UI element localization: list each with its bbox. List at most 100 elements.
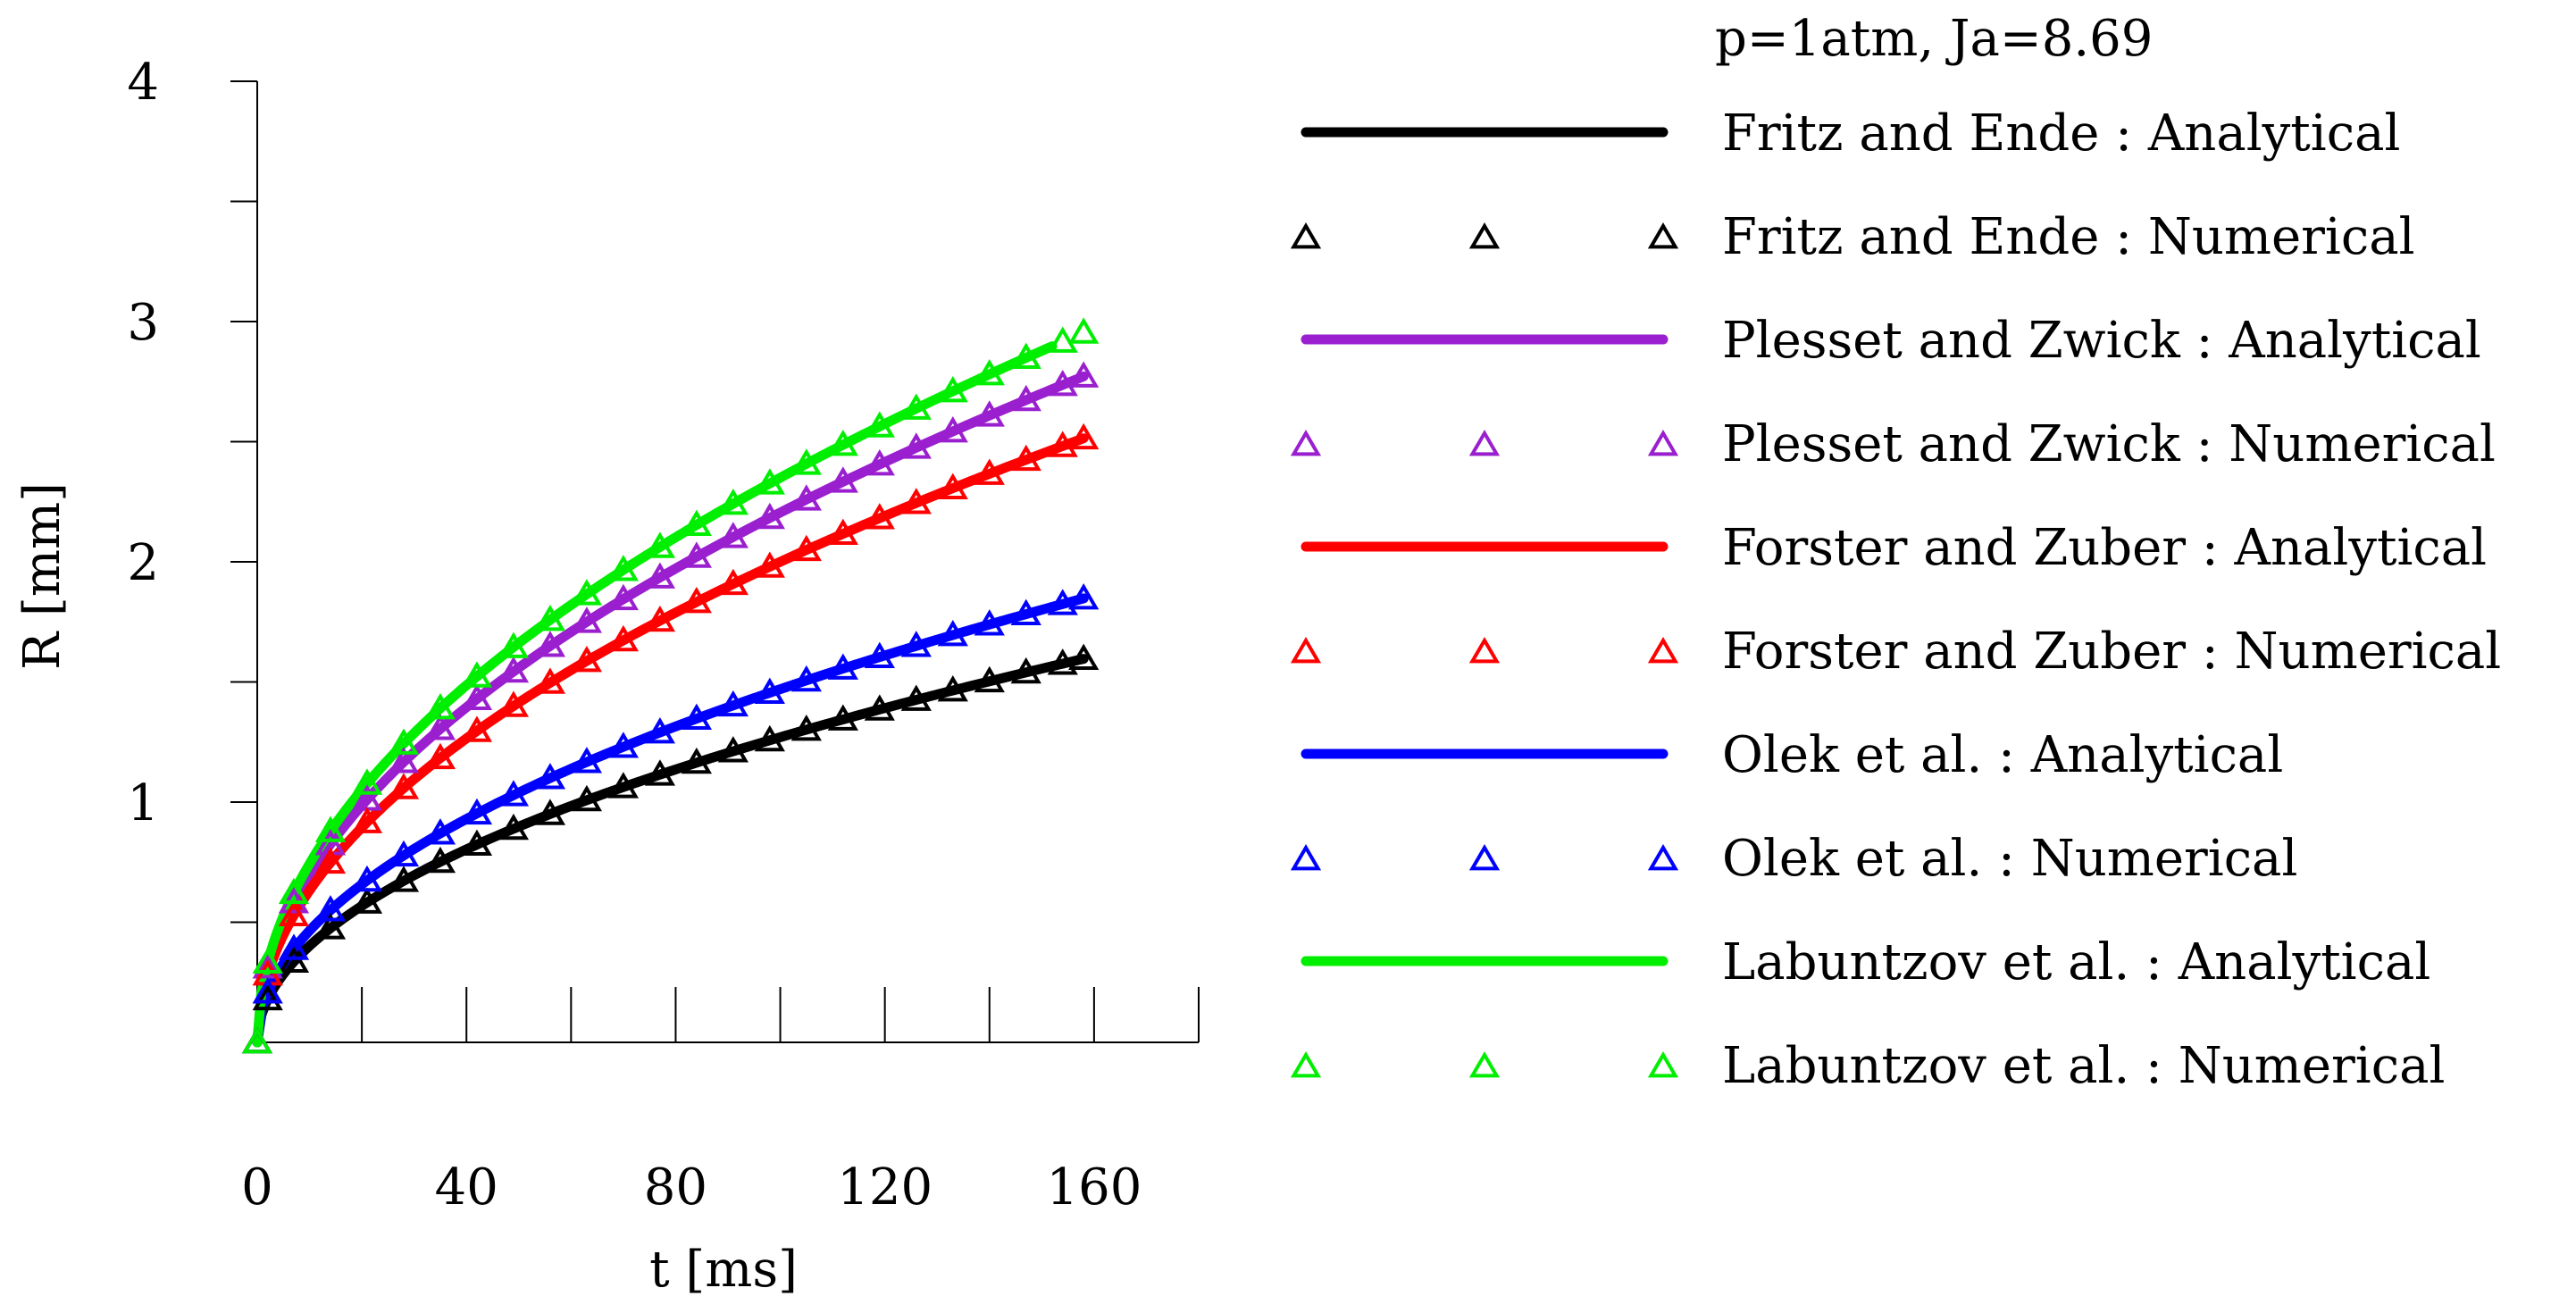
y-tick-label: 3 (127, 294, 159, 352)
data-point (644, 531, 676, 558)
data-point (681, 509, 712, 537)
data-point (351, 768, 383, 795)
data-point (1010, 656, 1041, 684)
data-point (571, 646, 603, 673)
chart-title: p=1atm, Ja=8.69 (1715, 10, 2153, 68)
data-point (900, 488, 932, 514)
legend-marker-swatch (1468, 637, 1501, 664)
data-point (937, 619, 968, 647)
data-point (388, 866, 420, 892)
data-point (461, 798, 493, 825)
data-point (974, 609, 1005, 636)
y-tick-label: 4 (127, 54, 159, 112)
data-point (827, 653, 858, 680)
data-point (314, 847, 347, 874)
legend-label: Forster and Zuber : Analytical (1722, 519, 2487, 577)
legend-entry: Labuntzov et al. : Analytical (1301, 933, 2430, 991)
data-point (314, 895, 347, 922)
data-point (498, 690, 530, 717)
data-point (864, 411, 895, 438)
data-point (571, 784, 603, 812)
data-point (571, 606, 603, 633)
data-point (534, 763, 566, 790)
data-point (252, 952, 283, 979)
data-point (607, 772, 640, 799)
legend-marker-swatch (1647, 1051, 1679, 1078)
data-point (278, 877, 310, 905)
data-point (498, 656, 530, 683)
data-point (644, 605, 676, 632)
data-point (534, 667, 566, 694)
data-point (424, 714, 456, 740)
data-point (1010, 342, 1041, 369)
data-point (717, 690, 749, 717)
data-point (900, 684, 932, 711)
data-point (937, 415, 968, 443)
data-point (1047, 326, 1078, 353)
data-point (461, 829, 493, 856)
data-point (864, 503, 895, 530)
data-point (351, 865, 383, 892)
data-point (827, 466, 858, 493)
data-point (534, 604, 566, 631)
data-point (900, 432, 932, 459)
legend-entry: Labuntzov et al. : Numerical (1290, 1037, 2445, 1095)
data-point (790, 714, 822, 741)
series-line (252, 654, 1089, 1048)
data-point (754, 468, 785, 495)
data-point (461, 683, 493, 710)
legend-label: Fritz and Ende : Analytical (1722, 105, 2400, 163)
data-point (388, 728, 420, 755)
legend-entry: Plesset and Zwick : Analytical (1301, 312, 2481, 370)
data-point (498, 813, 530, 840)
x-tick-label: 40 (435, 1158, 498, 1217)
data-point (424, 742, 456, 770)
legend-marker-swatch (1468, 844, 1501, 871)
legend-marker-swatch (1647, 430, 1679, 456)
legend-entry: Olek et al. : Numerical (1290, 830, 2297, 888)
data-point (1047, 589, 1078, 615)
legend: Fritz and Ende : Analytical Fritz and End… (1290, 105, 2501, 1095)
data-point (900, 393, 932, 420)
data-point (461, 661, 493, 688)
legend-label: Forster and Zuber : Numerical (1722, 623, 2501, 681)
data-point (681, 586, 712, 614)
data-point (864, 448, 895, 476)
legend-label: Labuntzov et al. : Numerical (1722, 1037, 2445, 1095)
data-point (937, 375, 968, 403)
data-point (571, 579, 603, 606)
data-point (1010, 598, 1041, 625)
legend-label: Labuntzov et al. : Analytical (1722, 933, 2430, 991)
data-point (498, 780, 530, 807)
data-point (607, 732, 640, 758)
data-point (607, 583, 640, 611)
data-point (278, 946, 310, 974)
legend-entry: Olek et al. : Analytical (1301, 726, 2283, 784)
data-point (900, 631, 932, 657)
x-axis-label: t [ms] (649, 1241, 798, 1299)
data-point (827, 518, 858, 546)
data-point (351, 807, 383, 833)
data-point (388, 773, 420, 799)
data-point (937, 473, 968, 499)
data-point (1068, 422, 1100, 450)
data-point (252, 977, 283, 1004)
data-point (790, 484, 822, 511)
legend-marker-swatch (1468, 222, 1501, 249)
data-point (644, 759, 676, 786)
data-point (754, 551, 785, 578)
legend-marker-swatch (1290, 637, 1322, 664)
data-point (314, 913, 347, 940)
data-point (1068, 317, 1100, 344)
data-point (1068, 643, 1100, 670)
x-tick-label: 120 (837, 1158, 933, 1217)
x-tick-label: 80 (644, 1158, 707, 1217)
data-point (1047, 431, 1078, 457)
data-point (1047, 369, 1078, 397)
data-point (1068, 582, 1100, 610)
legend-entry: Plesset and Zwick : Numerical (1290, 415, 2496, 473)
data-point (974, 400, 1005, 427)
data-point (278, 933, 310, 960)
data-point (388, 747, 420, 774)
